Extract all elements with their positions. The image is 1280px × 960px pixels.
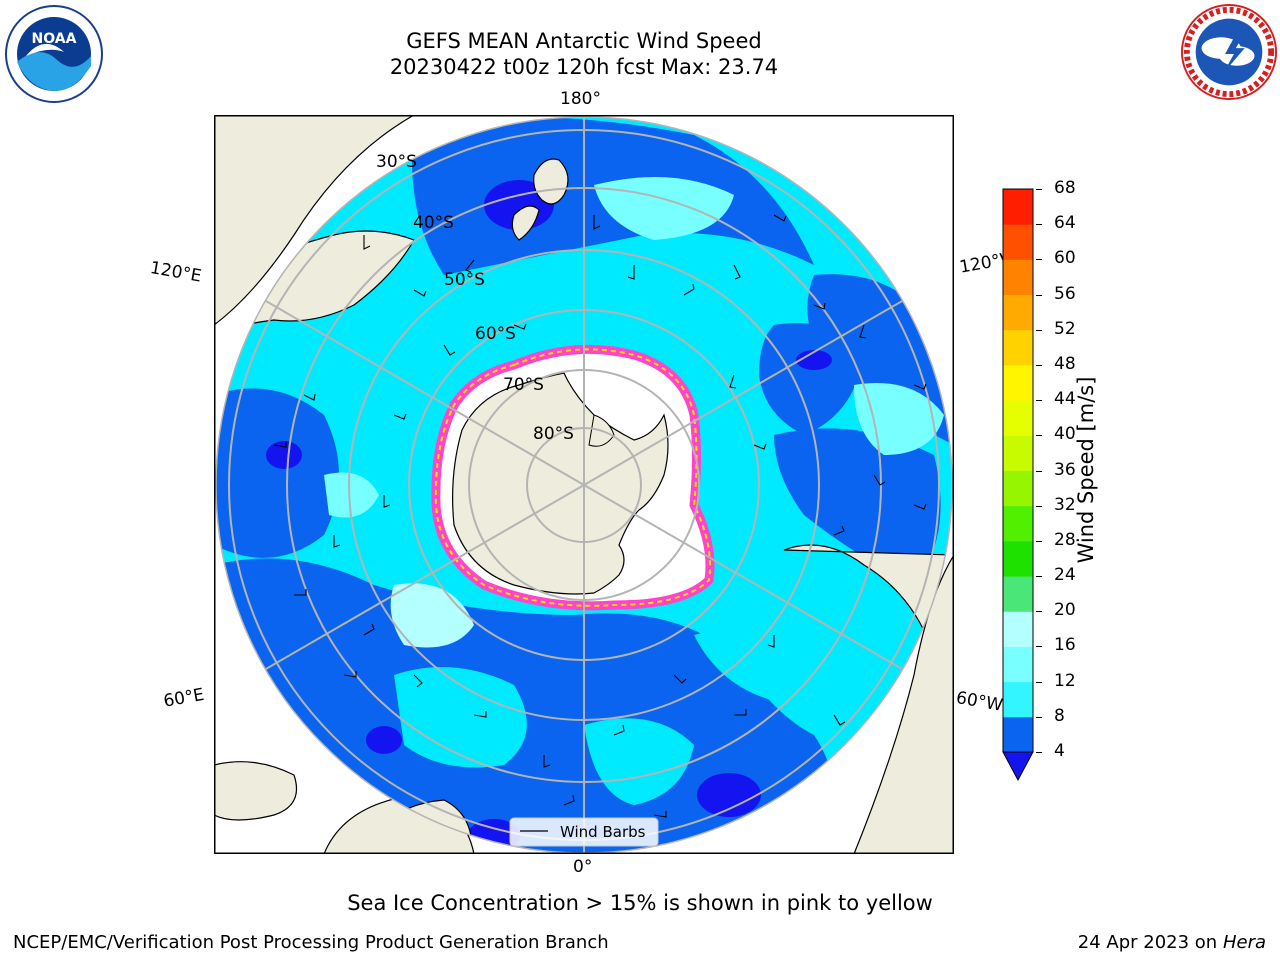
footer-machine: Hera bbox=[1222, 932, 1266, 953]
colorbar-tick-label: 64 bbox=[1054, 213, 1076, 234]
colorbar-tick bbox=[1036, 611, 1042, 613]
colorbar-swatch bbox=[1003, 224, 1033, 260]
colorbar-swatch bbox=[1003, 540, 1033, 577]
chart-title-line2: 20230422 t00z 120h fcst Max: 23.74 bbox=[389, 55, 779, 79]
colorbar-tick-label: 60 bbox=[1054, 248, 1076, 269]
colorbar-swatch bbox=[1003, 364, 1033, 401]
colorbar-swatch bbox=[1003, 259, 1033, 296]
lat-label-80s: 80°S bbox=[533, 424, 574, 444]
wind-barbs bbox=[273, 214, 927, 818]
footer-date: 24 Apr 2023 on bbox=[1077, 932, 1223, 953]
chart-title-line1: GEFS MEAN Antarctic Wind Speed bbox=[406, 29, 762, 53]
legend-label: Wind Barbs bbox=[560, 823, 646, 841]
colorbar-tick bbox=[1036, 435, 1042, 437]
colorbar-tick bbox=[1036, 189, 1042, 190]
colorbar-tick bbox=[1036, 364, 1042, 366]
colorbar-swatch bbox=[1003, 329, 1033, 366]
lon-label-120e: 120°E bbox=[148, 258, 203, 287]
lat-label-30s: 30°S bbox=[376, 152, 417, 172]
colorbar-tick-label: 16 bbox=[1054, 635, 1076, 656]
colorbar-tick bbox=[1036, 716, 1042, 718]
colorbar-swatch bbox=[1003, 470, 1033, 507]
colorbar-tick bbox=[1036, 400, 1042, 402]
colorbar-tick-label: 24 bbox=[1054, 565, 1076, 586]
colorbar bbox=[1000, 185, 1036, 785]
legend-box bbox=[509, 817, 659, 847]
lon-label-180: 180° bbox=[560, 89, 601, 109]
lat-label-70s: 70°S bbox=[503, 375, 544, 395]
colorbar-tick-label: 32 bbox=[1054, 494, 1076, 515]
nws-logo bbox=[1180, 3, 1278, 101]
colorbar-tick bbox=[1036, 752, 1042, 753]
lon-label-0: 0° bbox=[573, 857, 593, 877]
lat-label-60s: 60°S bbox=[475, 324, 516, 344]
colorbar-label: Wind Speed [m/s] bbox=[1074, 376, 1098, 564]
footer-left: NCEP/EMC/Verification Post Processing Pr… bbox=[13, 932, 609, 953]
colorbar-swatch bbox=[1003, 716, 1033, 753]
colorbar-tick bbox=[1036, 681, 1042, 683]
colorbar-tick bbox=[1036, 505, 1042, 507]
colorbar-tick bbox=[1036, 470, 1042, 472]
lon-label-60w: 60°W bbox=[954, 688, 1005, 716]
colorbar-tick bbox=[1036, 224, 1042, 226]
colorbar-tick bbox=[1036, 294, 1042, 296]
colorbar-tick-label: 48 bbox=[1054, 353, 1076, 374]
colorbar-swatch bbox=[1003, 189, 1033, 225]
antarctic-map: Wind Barbs bbox=[214, 115, 954, 854]
colorbar-swatch bbox=[1003, 576, 1033, 612]
colorbar-tick-label: 20 bbox=[1054, 600, 1076, 621]
colorbar-swatch bbox=[1003, 646, 1033, 683]
colorbar-swatch bbox=[1003, 505, 1033, 542]
colorbar-swatch bbox=[1003, 435, 1033, 471]
noaa-logo: NOAA bbox=[5, 5, 103, 103]
colorbar-tick bbox=[1036, 540, 1042, 542]
sea-ice-note: Sea Ice Concentration > 15% is shown in … bbox=[347, 891, 933, 915]
colorbar-tick-label: 68 bbox=[1054, 178, 1076, 198]
noaa-logo-text: NOAA bbox=[32, 31, 77, 47]
colorbar-swatch bbox=[1003, 681, 1033, 718]
colorbar-tick-label: 44 bbox=[1054, 389, 1076, 410]
lat-label-40s: 40°S bbox=[413, 213, 454, 233]
colorbar-tick bbox=[1036, 259, 1042, 261]
colorbar-tick bbox=[1036, 329, 1042, 331]
colorbar-extension bbox=[1002, 751, 1034, 782]
colorbar-tick-label: 28 bbox=[1054, 529, 1076, 550]
colorbar-tick-label: 56 bbox=[1054, 283, 1076, 304]
colorbar-swatch bbox=[1003, 611, 1033, 647]
footer-right: 24 Apr 2023 on Hera bbox=[1078, 932, 1266, 953]
colorbar-tick-label: 4 bbox=[1054, 741, 1065, 761]
colorbar-swatch bbox=[1003, 400, 1033, 436]
colorbar-tick-label: 12 bbox=[1054, 670, 1076, 691]
colorbar-tick-label: 8 bbox=[1054, 705, 1065, 726]
colorbar-tick-label: 52 bbox=[1054, 318, 1076, 339]
colorbar-tick bbox=[1036, 576, 1042, 578]
colorbar-swatch bbox=[1003, 294, 1033, 331]
colorbar-scale bbox=[1002, 188, 1034, 782]
lon-label-60e: 60°E bbox=[162, 684, 206, 712]
colorbar-tick-label: 40 bbox=[1054, 424, 1076, 445]
colorbar-tick bbox=[1036, 646, 1042, 648]
lat-label-50s: 50°S bbox=[444, 270, 485, 290]
colorbar-tick-label: 36 bbox=[1054, 459, 1076, 480]
